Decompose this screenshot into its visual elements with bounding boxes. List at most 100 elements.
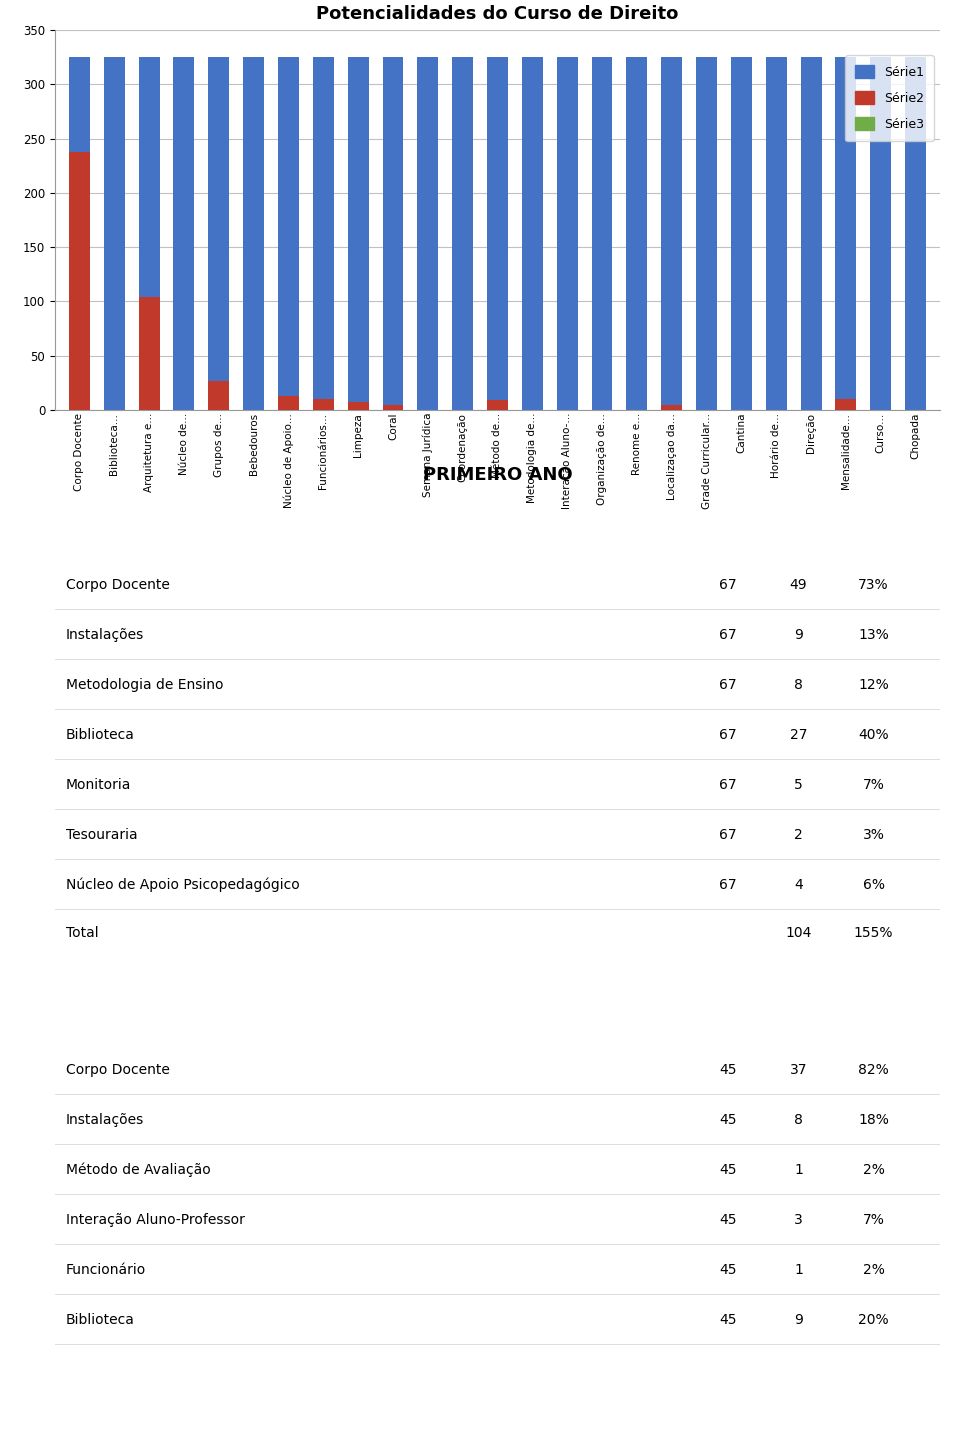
Bar [174,58,194,410]
Text: 67: 67 [719,728,736,741]
Text: 7%: 7% [863,1212,884,1227]
Bar [278,58,299,410]
Text: Total: Total [712,1016,743,1029]
Text: 45: 45 [719,1064,736,1077]
Bar [138,298,159,410]
Bar [382,405,403,410]
Bar [661,58,683,410]
Text: Funcionário: Funcionário [65,1263,146,1277]
Text: 3: 3 [794,1212,803,1227]
Text: 1: 1 [794,1263,803,1277]
Text: Instalações: Instalações [65,1113,144,1127]
Text: 45: 45 [719,1212,736,1227]
Bar [835,58,856,410]
Text: 67: 67 [719,777,736,792]
Text: Metodologia de Ensino: Metodologia de Ensino [65,678,223,692]
Text: Biblioteca: Biblioteca [65,1314,134,1327]
Text: Potencialidades - 5º B: Potencialidades - 5º B [65,1016,211,1029]
Bar [522,58,542,410]
Bar [731,58,752,410]
Bar [696,58,717,410]
Bar [801,58,822,410]
Bar [313,399,334,410]
Text: 4: 4 [794,879,803,892]
Text: Total: Total [712,530,743,543]
Text: 67: 67 [719,629,736,642]
Text: 155%: 155% [853,925,894,939]
Text: Monitoria: Monitoria [65,777,131,792]
Bar [487,58,508,410]
Text: %: % [867,530,880,543]
Bar [418,58,439,410]
Bar [138,58,159,410]
Text: Interação Aluno-Professor: Interação Aluno-Professor [65,1212,245,1227]
Bar [313,58,334,410]
Text: Corpo Docente: Corpo Docente [65,578,170,592]
Text: Corpo Docente: Corpo Docente [65,1064,170,1077]
Text: 2%: 2% [863,1163,884,1178]
Bar [278,396,299,410]
Text: 8: 8 [794,678,803,692]
Text: 2: 2 [794,828,803,842]
Text: %: % [867,1016,880,1029]
Bar [557,58,578,410]
Bar [871,58,891,410]
Bar [905,58,926,410]
Text: 12%: 12% [858,678,889,692]
Text: Núcleo de Apoio Psicopedagógico: Núcleo de Apoio Psicopedagógico [65,877,300,892]
Bar [661,405,683,410]
Text: 7%: 7% [863,777,884,792]
Text: 67: 67 [719,828,736,842]
Text: 67: 67 [719,578,736,592]
Bar [243,58,264,410]
Text: 45: 45 [719,1113,736,1127]
Text: 37: 37 [790,1064,807,1077]
Text: 73%: 73% [858,578,889,592]
Text: PRIMEIRO ANO: PRIMEIRO ANO [422,465,572,484]
Bar [766,58,786,410]
Text: 45: 45 [719,1263,736,1277]
Bar [627,58,647,410]
Bar [208,58,229,410]
Bar [69,152,90,410]
Text: Qtd: Qtd [786,1016,810,1029]
Text: 9: 9 [794,629,803,642]
Bar [835,399,856,410]
Text: 27: 27 [790,728,807,741]
Text: Total: Total [65,925,98,939]
Text: Instalações: Instalações [65,629,144,642]
Text: 49: 49 [789,578,807,592]
Bar [452,58,473,410]
Text: 20%: 20% [858,1314,889,1327]
Text: 67: 67 [719,678,736,692]
Text: 45: 45 [719,1163,736,1178]
Text: Método de Avaliação: Método de Avaliação [65,1163,210,1178]
Text: 82%: 82% [858,1064,889,1077]
Bar [348,58,369,410]
Text: Qtd: Qtd [786,530,810,543]
Text: 45: 45 [719,1314,736,1327]
Text: 6%: 6% [863,879,884,892]
Text: Biblioteca: Biblioteca [65,728,134,741]
Bar [104,58,125,410]
Bar [69,58,90,410]
Text: 13%: 13% [858,629,889,642]
Text: Potencialidades - 1º A: Potencialidades - 1º A [65,530,211,543]
Title: Potencialidades do Curso de Direito: Potencialidades do Curso de Direito [316,4,679,23]
Text: 3%: 3% [863,828,884,842]
Text: 40%: 40% [858,728,889,741]
Text: 8: 8 [794,1113,803,1127]
Text: 18%: 18% [858,1113,889,1127]
Text: 1: 1 [794,1163,803,1178]
Bar [348,402,369,410]
Bar [208,380,229,410]
Text: 104: 104 [785,925,811,939]
Text: 9: 9 [794,1314,803,1327]
Bar [487,400,508,410]
Bar [382,58,403,410]
Text: Tesouraria: Tesouraria [65,828,137,842]
Text: 67: 67 [719,879,736,892]
Text: 2%: 2% [863,1263,884,1277]
Legend: Série1, Série2, Série3: Série1, Série2, Série3 [845,55,934,142]
Bar [591,58,612,410]
